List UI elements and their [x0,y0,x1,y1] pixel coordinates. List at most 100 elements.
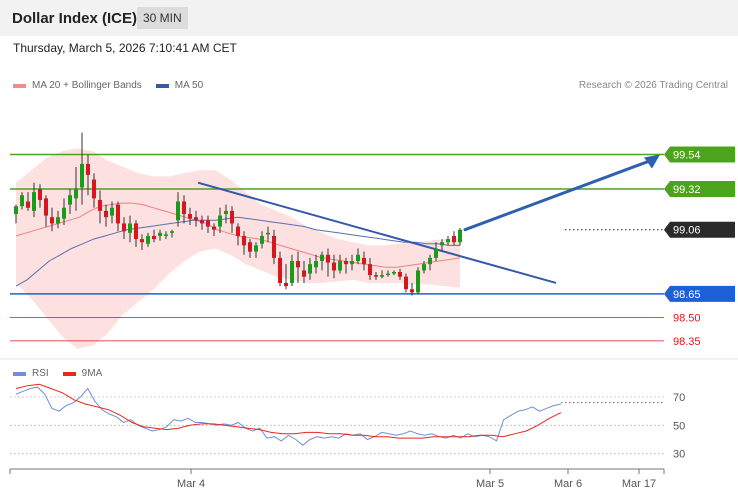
level-tag [664,180,735,197]
candle-body [284,282,288,287]
candle-body [350,261,354,265]
candle-body [140,239,144,243]
bollinger-band [16,148,460,349]
candle-body [338,261,342,271]
candle-body [230,210,234,224]
candle-body [434,248,438,258]
candle-body [386,273,390,276]
candle-body [188,214,192,219]
candle-body [428,257,432,265]
timeframe-button[interactable]: 30 MIN [137,7,188,29]
rsi-swatch [13,371,26,376]
level-label: 98.50 [673,312,701,324]
candle-body [224,210,228,215]
chart-title: Dollar Index (ICE) [12,10,138,27]
candle-body [218,215,222,227]
candle-body [80,163,84,188]
candle-body [458,229,462,243]
candle-body [110,207,114,216]
candle-body [32,192,36,211]
level-tag [664,285,735,302]
candle-body [440,242,444,246]
rsi-label: RSI [32,368,49,379]
candle-body [38,188,42,200]
candle-body [368,264,372,276]
ma9-swatch [62,371,76,376]
candle-body [266,232,270,235]
candle-body [326,254,330,263]
x-tick-label: Mar 17 [622,478,656,490]
trendline [197,181,557,284]
x-tick-label: Mar 4 [177,478,205,490]
candle-body [356,254,360,262]
rsi-series-rsi [15,386,562,446]
candle-body [74,188,78,199]
ma50-swatch [155,83,169,88]
candle-body [308,264,312,274]
rsi-tick-label: 70 [673,392,685,404]
candle-body [176,201,180,221]
candle-body [260,235,264,244]
candle-body [128,223,132,233]
candle-body [212,226,216,230]
candle-body [182,201,186,215]
candle-body [410,289,414,293]
level-label: 99.32 [673,184,701,196]
candle-body [236,226,240,236]
candle-body [68,195,72,205]
candle-body [374,275,378,277]
candle-body [200,220,204,224]
candle-body [50,217,54,224]
candle-body [296,261,300,268]
price-legend: MA 20 + Bollinger Bands MA 50 [13,80,203,91]
candle-body [164,234,168,236]
candle-body [122,223,126,232]
candle-body [56,217,60,224]
candle-body [452,235,456,243]
level-label: 98.65 [673,289,701,301]
candle-body [332,262,336,271]
candle-body [20,195,24,207]
candle-body [44,198,48,216]
candle-body [302,270,306,277]
candle-body [14,206,18,215]
ma9-label: 9MA [81,368,103,379]
candle-body [248,242,252,252]
candle-body [206,220,210,227]
x-tick-label: Mar 6 [554,478,582,490]
forecast-arrowhead [644,154,660,169]
candle-body [416,270,420,293]
candle-body [272,235,276,258]
bollinger-swatch [13,83,26,88]
candle-body [98,199,102,211]
ma50-line [15,216,460,287]
bollinger-label: MA 20 + Bollinger Bands [32,80,142,91]
candle-body [320,254,324,262]
candle-body [242,235,246,246]
candle-body [362,257,366,265]
candle-body [254,245,258,252]
rsi-tick-label: 50 [673,420,685,432]
candle-body [146,235,150,244]
candle-body [152,235,156,240]
header-bar: Dollar Index (ICE) 30 MIN [0,0,738,36]
candle-body [380,275,384,277]
candle-body [290,261,294,283]
level-label: 99.54 [673,150,701,162]
credit-text: Research © 2026 Trading Central [578,80,728,91]
candle-body [446,239,450,243]
level-tag [664,221,735,238]
level-tag [664,146,735,163]
timestamp: Thursday, March 5, 2026 7:10:41 AM CET [13,41,237,55]
candle-body [278,257,282,283]
candle-body [170,231,174,233]
candle-body [104,210,108,218]
rsi-tick-label: 30 [673,449,685,461]
level-label: 99.06 [673,225,701,237]
candle-body [398,271,402,277]
candle-body [134,223,138,240]
candle-body [86,163,90,175]
x-tick-label: Mar 5 [476,478,504,490]
candle-body [422,264,426,271]
